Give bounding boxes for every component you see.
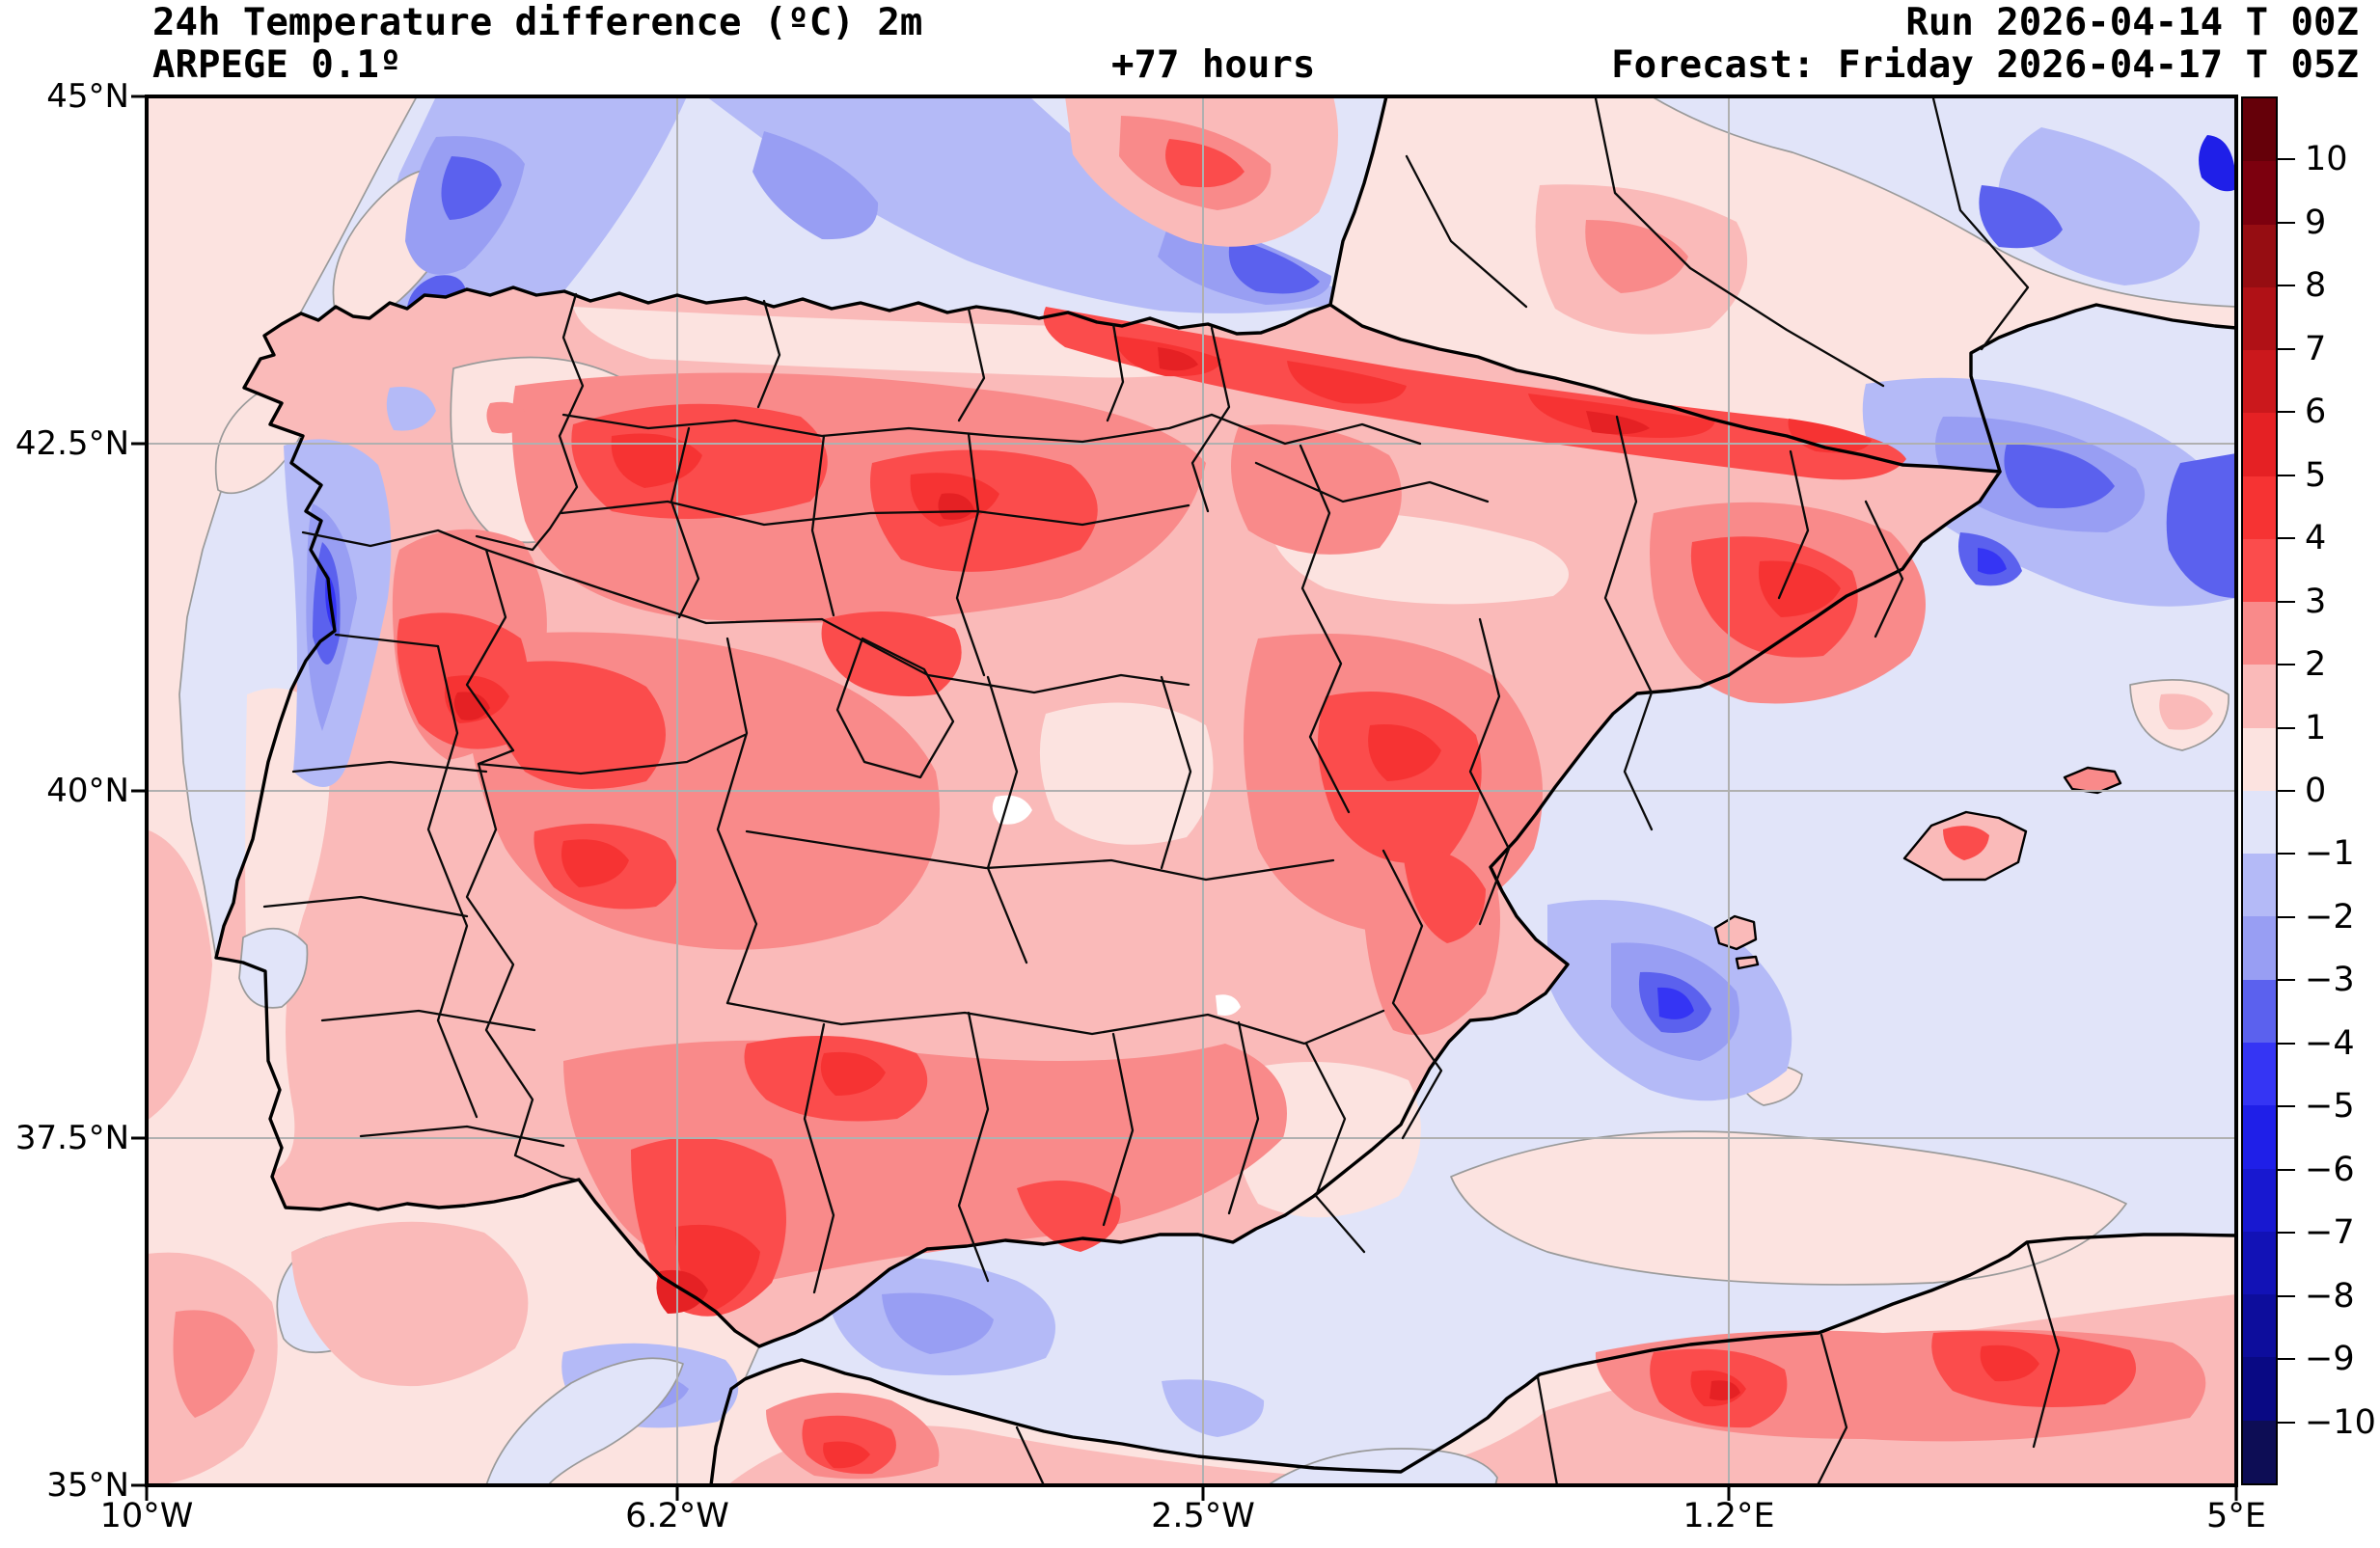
colorbar-tick-label: −7 xyxy=(2305,1213,2355,1253)
lat-tick-label: 35°N xyxy=(46,1466,129,1505)
colorbar-tick xyxy=(2276,1042,2295,1045)
colorbar-tick-label: 2 xyxy=(2305,645,2327,685)
colorbar-segment xyxy=(2243,1357,2276,1421)
colorbar-tick xyxy=(2276,664,2295,666)
colorbar-tick xyxy=(2276,790,2295,792)
colorbar-tick-label: 4 xyxy=(2305,519,2327,558)
colorbar-segment xyxy=(2243,1294,2276,1358)
map-canvas xyxy=(131,95,2238,1501)
colorbar-tick-label: 5 xyxy=(2305,455,2327,495)
colorbar-tick xyxy=(2276,221,2295,224)
colorbar-tick-label: 3 xyxy=(2305,582,2327,621)
province-borders xyxy=(262,96,2061,1487)
lon-tick-label: 5°E xyxy=(2206,1497,2266,1535)
colorbar-tick xyxy=(2276,347,2295,350)
colorbar-segment xyxy=(2243,475,2276,539)
colorbar-segment xyxy=(2243,854,2276,917)
colorbar-tick-label: 7 xyxy=(2305,329,2327,368)
colorbar-tick-label: 1 xyxy=(2305,708,2327,747)
colorbar-tick-label: −4 xyxy=(2305,1023,2355,1063)
colorbar-tick xyxy=(2276,1168,2295,1171)
lat-tick-label: 37.5°N xyxy=(14,1119,129,1157)
balearic-islands xyxy=(1713,766,2122,970)
lon-tick-label: 6.2°W xyxy=(625,1497,729,1535)
colorbar-tick xyxy=(2276,1105,2295,1108)
colorbar-segment xyxy=(2243,286,2276,351)
colorbar-tick-label: 10 xyxy=(2305,140,2348,179)
chart-title: 24h Temperature difference (ºC) 2m xyxy=(152,1,923,44)
colorbar-tick xyxy=(2276,915,2295,918)
colorbar-tick-label: −6 xyxy=(2305,1150,2355,1189)
colorbar-tick xyxy=(2276,1358,2295,1361)
colorbar-tick xyxy=(2276,853,2295,855)
colorbar-segment xyxy=(2243,1231,2276,1295)
lat-tick-label: 45°N xyxy=(46,77,129,116)
colorbar-segment xyxy=(2243,979,2276,1043)
colorbar-tick xyxy=(2276,600,2295,603)
africa-anomaly-regions xyxy=(727,1294,2236,1486)
colorbar-tick-label: −5 xyxy=(2305,1087,2355,1127)
iberia-anomaly-regions xyxy=(216,287,2000,1346)
colorbar-tick-label: −9 xyxy=(2305,1340,2355,1379)
colorbar-tick-label: 8 xyxy=(2305,266,2327,306)
coastlines xyxy=(214,95,2238,1487)
colorbar-tick-label: 9 xyxy=(2305,203,2327,242)
colorbar-segment xyxy=(2243,224,2276,287)
colorbar-segment xyxy=(2243,602,2276,665)
map-area xyxy=(131,95,2238,1501)
lat-tick-label: 42.5°N xyxy=(14,424,129,463)
colorbar-tick xyxy=(2276,411,2295,414)
colorbar-segment xyxy=(2243,1168,2276,1232)
run-label: Run 2026-04-14 T 00Z xyxy=(1905,1,2359,44)
colorbar-tick-label: −10 xyxy=(2305,1402,2376,1442)
colorbar-segment xyxy=(2243,916,2276,980)
colorbar-tick xyxy=(2276,474,2295,476)
colorbar-tick-label: 6 xyxy=(2305,393,2327,432)
colorbar xyxy=(2241,96,2278,1485)
colorbar-segment xyxy=(2243,161,2276,225)
colorbar-segment xyxy=(2243,1420,2276,1483)
lon-tick-label: 10°W xyxy=(99,1497,194,1535)
colorbar-tick-label: 0 xyxy=(2305,772,2327,810)
colorbar-tick-label: −3 xyxy=(2305,961,2355,1000)
lon-tick-label: 1.2°E xyxy=(1682,1497,1775,1535)
colorbar-tick xyxy=(2276,158,2295,161)
colorbar-segment xyxy=(2243,1042,2276,1106)
colorbar-tick-label: −8 xyxy=(2305,1276,2355,1316)
lat-tick-label: 40°N xyxy=(46,772,129,810)
colorbar-segment xyxy=(2243,790,2276,855)
colorbar-tick xyxy=(2276,726,2295,729)
lead-time-label: +77 hours xyxy=(1111,43,1316,87)
colorbar-tick xyxy=(2276,979,2295,982)
colorbar-tick xyxy=(2276,1421,2295,1424)
lon-tick-label: 2.5°W xyxy=(1151,1497,1255,1535)
colorbar-segment xyxy=(2243,538,2276,603)
colorbar-tick xyxy=(2276,1232,2295,1235)
model-label: ARPEGE 0.1º xyxy=(152,43,402,87)
forecast-label: Forecast: Friday 2026-04-17 T 05Z xyxy=(1611,43,2359,87)
colorbar-segment xyxy=(2243,1105,2276,1169)
france-anomaly-regions xyxy=(1535,95,2237,335)
graticule-gridlines xyxy=(147,96,2236,1485)
colorbar-tick xyxy=(2276,537,2295,540)
colorbar-segment xyxy=(2243,665,2276,728)
colorbar-segment xyxy=(2243,98,2276,162)
sea-regions-gulf-of-cadiz xyxy=(147,829,739,1486)
colorbar-tick xyxy=(2276,285,2295,287)
axis-tick-marks xyxy=(131,95,2238,1501)
colorbar-segment xyxy=(2243,350,2276,414)
colorbar-tick xyxy=(2276,1294,2295,1297)
colorbar-tick-label: −2 xyxy=(2305,897,2355,937)
colorbar-segment xyxy=(2243,727,2276,791)
colorbar-segment xyxy=(2243,413,2276,476)
colorbar-tick-label: −1 xyxy=(2305,834,2355,874)
